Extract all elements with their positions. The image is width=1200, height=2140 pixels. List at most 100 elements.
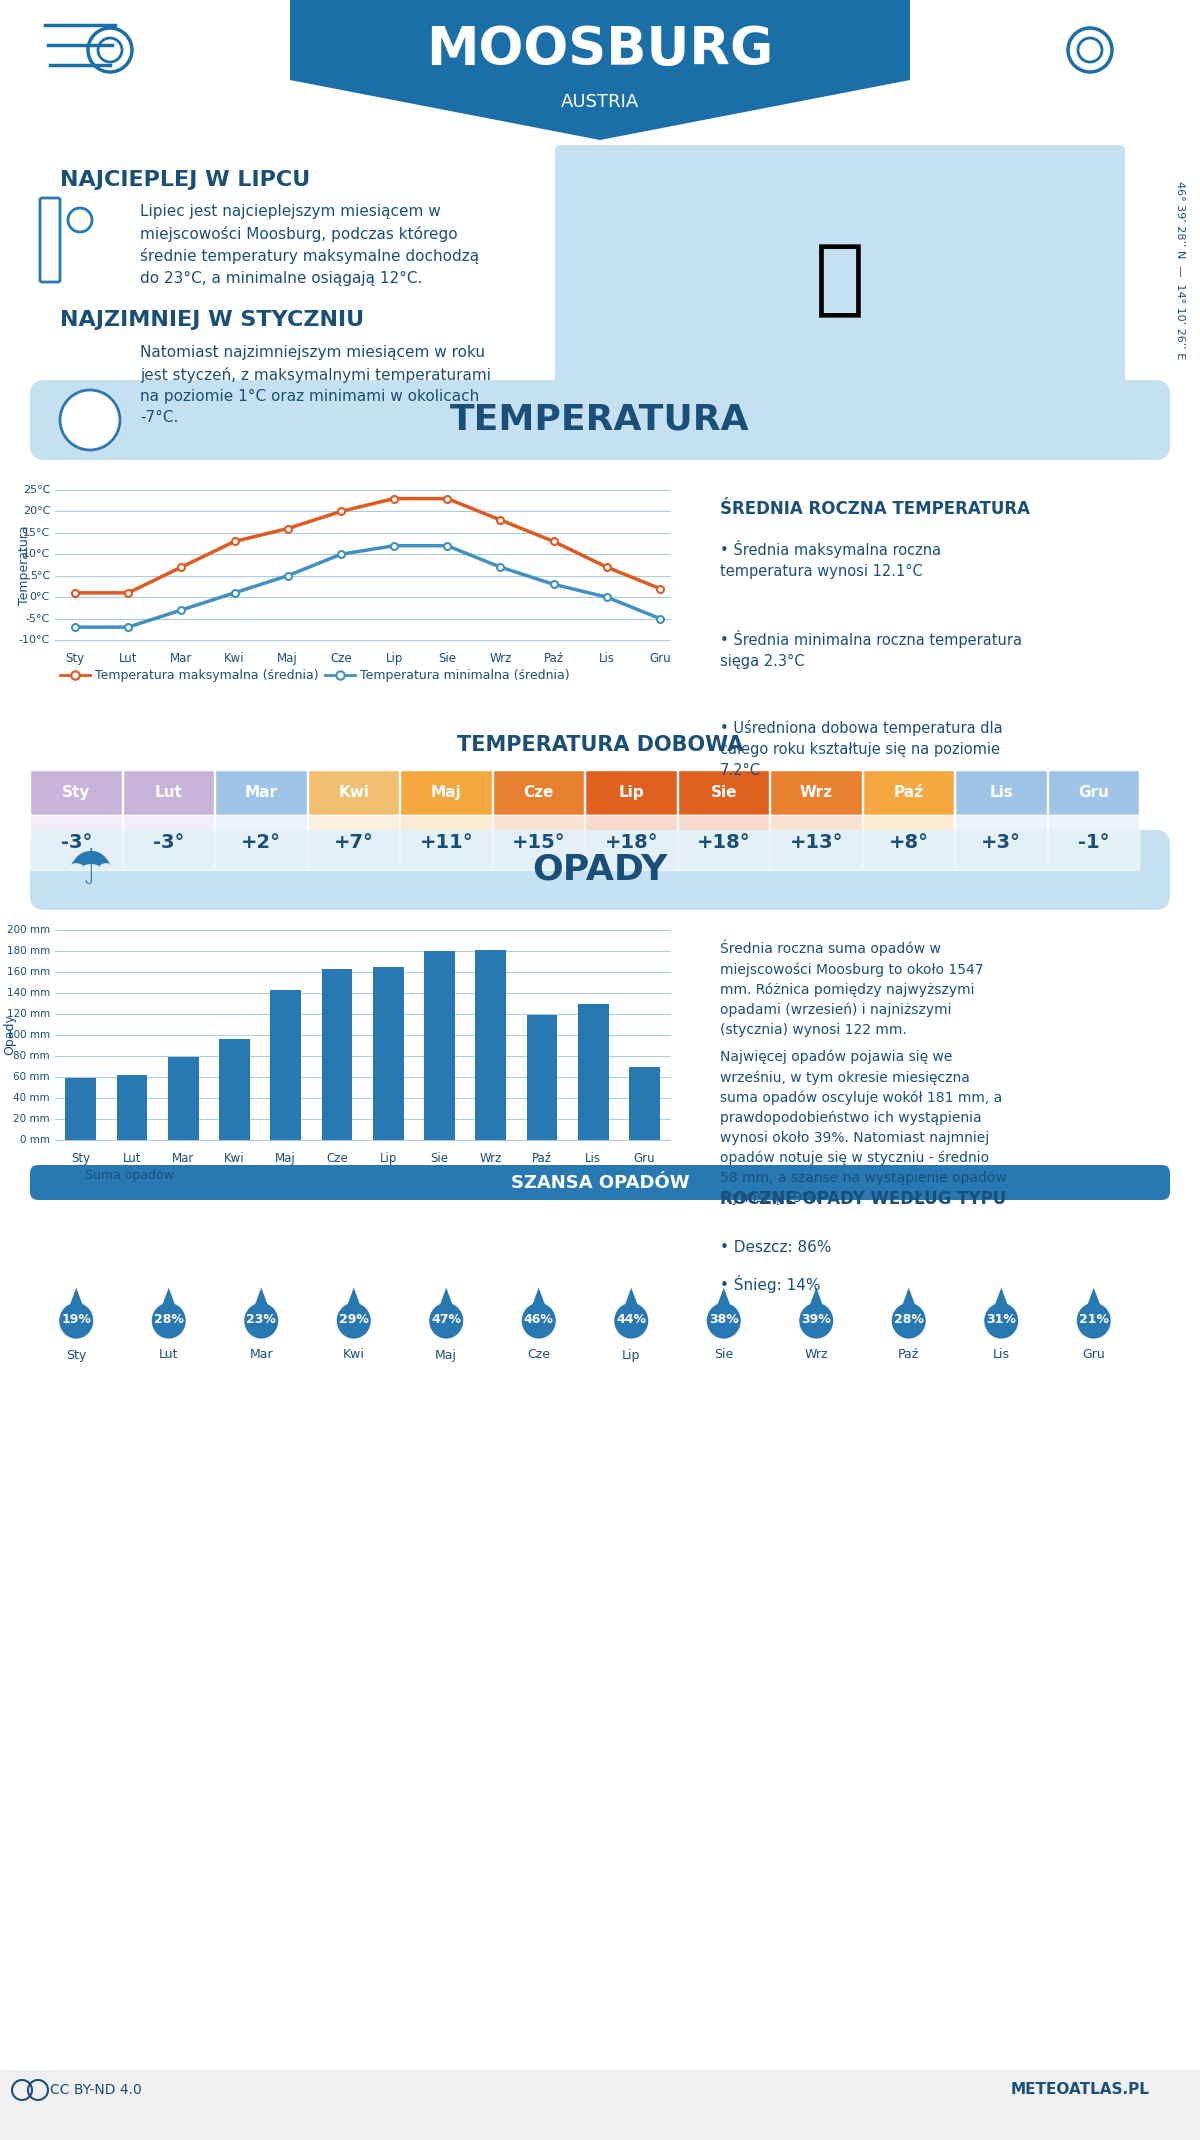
Text: Maj: Maj — [275, 1151, 296, 1164]
Text: Lut: Lut — [122, 1151, 142, 1164]
Ellipse shape — [245, 1303, 278, 1340]
Text: Mar: Mar — [170, 653, 192, 666]
Text: 120 mm: 120 mm — [7, 1008, 50, 1019]
Text: 60 mm: 60 mm — [13, 1072, 50, 1083]
Text: -10°C: -10°C — [19, 636, 50, 644]
Bar — [0, 2069, 1200, 2140]
Text: 200 mm: 200 mm — [7, 924, 50, 935]
Text: • Śnieg: 14%: • Śnieg: 14% — [720, 1275, 821, 1293]
FancyBboxPatch shape — [30, 1164, 1170, 1201]
Text: NAJZIMNIEJ W STYCZNIU: NAJZIMNIEJ W STYCZNIU — [60, 310, 364, 330]
Text: Lut: Lut — [158, 1348, 179, 1361]
Polygon shape — [343, 1288, 364, 1316]
Text: 🗺: 🗺 — [815, 240, 865, 321]
Text: 38%: 38% — [709, 1312, 739, 1325]
Text: 0°C: 0°C — [30, 593, 50, 601]
Bar — [122, 770, 214, 815]
Text: Mar: Mar — [250, 1348, 274, 1361]
Text: Paź: Paź — [544, 653, 564, 666]
Bar — [122, 815, 214, 871]
Text: 44%: 44% — [617, 1312, 647, 1325]
Bar — [400, 815, 492, 871]
Text: Najwięcej opadów pojawia się we
wrześniu, w tym okresie miesięczna
suma opadów o: Najwięcej opadów pojawia się we wrześniu… — [720, 1051, 1007, 1205]
Bar — [678, 815, 769, 871]
Text: • Deszcz: 86%: • Deszcz: 86% — [720, 1239, 832, 1254]
Text: 100 mm: 100 mm — [7, 1029, 50, 1040]
Text: +11°: +11° — [420, 832, 473, 852]
Text: 46%: 46% — [524, 1312, 553, 1325]
Bar — [215, 815, 306, 871]
Text: 10°C: 10°C — [23, 550, 50, 559]
Ellipse shape — [1076, 1303, 1111, 1340]
Text: 39%: 39% — [802, 1312, 832, 1325]
Text: 28%: 28% — [154, 1312, 184, 1325]
Text: Temperatura minimalna (średnia): Temperatura minimalna (średnia) — [360, 668, 570, 681]
Text: SZANSA OPADÓW: SZANSA OPADÓW — [511, 1173, 689, 1192]
Polygon shape — [158, 1288, 179, 1316]
Bar — [955, 770, 1046, 815]
Ellipse shape — [707, 1303, 740, 1340]
Text: Paź: Paź — [898, 1348, 919, 1361]
Bar — [586, 815, 677, 871]
Text: Wrz: Wrz — [480, 1151, 502, 1164]
Ellipse shape — [151, 1303, 186, 1340]
Text: Wrz: Wrz — [490, 653, 511, 666]
Text: 46° 39’ 28’’ N  —  14° 10’ 26’’ E: 46° 39’ 28’’ N — 14° 10’ 26’’ E — [1175, 182, 1186, 360]
Text: Cze: Cze — [527, 1348, 551, 1361]
Text: Lis: Lis — [989, 785, 1013, 800]
Polygon shape — [1084, 1288, 1104, 1316]
FancyBboxPatch shape — [30, 381, 1170, 460]
Text: Kwi: Kwi — [224, 1151, 245, 1164]
Bar — [400, 815, 492, 871]
Text: 21%: 21% — [1079, 1312, 1109, 1325]
Text: Lip: Lip — [622, 1348, 641, 1361]
Ellipse shape — [799, 1303, 833, 1340]
Text: Średnia roczna suma opadów w
miejscowości Moosburg to około 1547
mm. Różnica pom: Średnia roczna suma opadów w miejscowośc… — [720, 939, 984, 1036]
Text: -3°: -3° — [60, 832, 92, 852]
Text: Kwi: Kwi — [224, 653, 245, 666]
Polygon shape — [991, 1288, 1012, 1316]
Text: ☂: ☂ — [68, 845, 112, 895]
Text: Temperatura: Temperatura — [18, 524, 31, 606]
Bar — [1048, 770, 1139, 815]
Text: 0 mm: 0 mm — [20, 1134, 50, 1145]
Bar — [770, 815, 862, 871]
Bar — [863, 815, 954, 871]
Text: 28%: 28% — [894, 1312, 924, 1325]
Text: Sty: Sty — [66, 1348, 86, 1361]
Text: TEMPERATURA: TEMPERATURA — [450, 402, 750, 437]
Bar — [307, 815, 398, 871]
Bar — [629, 1066, 660, 1141]
Polygon shape — [251, 1288, 271, 1316]
Ellipse shape — [984, 1303, 1019, 1340]
Text: 5°C: 5°C — [30, 571, 50, 580]
Text: Cze: Cze — [330, 653, 352, 666]
Text: METEOATLAS.PL: METEOATLAS.PL — [1012, 2082, 1150, 2097]
Bar — [30, 815, 121, 871]
Text: +2°: +2° — [241, 832, 281, 852]
Ellipse shape — [59, 1303, 94, 1340]
Bar — [65, 1079, 96, 1141]
Text: • Średnia maksymalna roczna
temperatura wynosi 12.1°C: • Średnia maksymalna roczna temperatura … — [720, 539, 941, 580]
Polygon shape — [436, 1288, 456, 1316]
Polygon shape — [622, 1288, 642, 1316]
Bar — [168, 1057, 198, 1141]
Bar — [863, 815, 954, 871]
Text: 180 mm: 180 mm — [7, 946, 50, 957]
Text: Maj: Maj — [436, 1348, 457, 1361]
Polygon shape — [290, 0, 910, 139]
Bar — [492, 770, 584, 815]
Text: Maj: Maj — [277, 653, 298, 666]
Text: Sty: Sty — [66, 653, 84, 666]
Bar — [863, 770, 954, 815]
Bar — [1048, 815, 1139, 871]
Bar — [492, 815, 584, 871]
Bar — [220, 1040, 250, 1141]
Bar — [527, 1014, 557, 1141]
Text: Paź: Paź — [532, 1151, 552, 1164]
Text: 19%: 19% — [61, 1312, 91, 1325]
Bar — [586, 770, 677, 815]
Bar — [307, 815, 398, 871]
Text: 29%: 29% — [338, 1312, 368, 1325]
Text: +13°: +13° — [790, 832, 842, 852]
